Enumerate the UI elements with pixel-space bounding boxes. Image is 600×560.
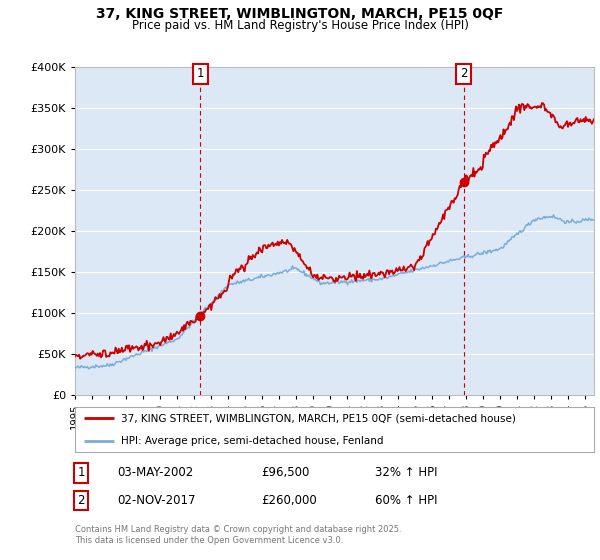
Text: 60% ↑ HPI: 60% ↑ HPI bbox=[375, 494, 437, 507]
Text: 2: 2 bbox=[77, 494, 85, 507]
Text: HPI: Average price, semi-detached house, Fenland: HPI: Average price, semi-detached house,… bbox=[121, 436, 383, 446]
Text: Price paid vs. HM Land Registry's House Price Index (HPI): Price paid vs. HM Land Registry's House … bbox=[131, 19, 469, 32]
Text: £96,500: £96,500 bbox=[261, 466, 310, 479]
Text: 03-MAY-2002: 03-MAY-2002 bbox=[117, 466, 193, 479]
Text: 37, KING STREET, WIMBLINGTON, MARCH, PE15 0QF (semi-detached house): 37, KING STREET, WIMBLINGTON, MARCH, PE1… bbox=[121, 413, 515, 423]
Text: 1: 1 bbox=[197, 67, 204, 80]
Text: 37, KING STREET, WIMBLINGTON, MARCH, PE15 0QF: 37, KING STREET, WIMBLINGTON, MARCH, PE1… bbox=[97, 7, 503, 21]
Text: 02-NOV-2017: 02-NOV-2017 bbox=[117, 494, 196, 507]
Text: 32% ↑ HPI: 32% ↑ HPI bbox=[375, 466, 437, 479]
Text: £260,000: £260,000 bbox=[261, 494, 317, 507]
Text: 2: 2 bbox=[460, 67, 467, 80]
Text: Contains HM Land Registry data © Crown copyright and database right 2025.
This d: Contains HM Land Registry data © Crown c… bbox=[75, 525, 401, 545]
Text: 1: 1 bbox=[77, 466, 85, 479]
